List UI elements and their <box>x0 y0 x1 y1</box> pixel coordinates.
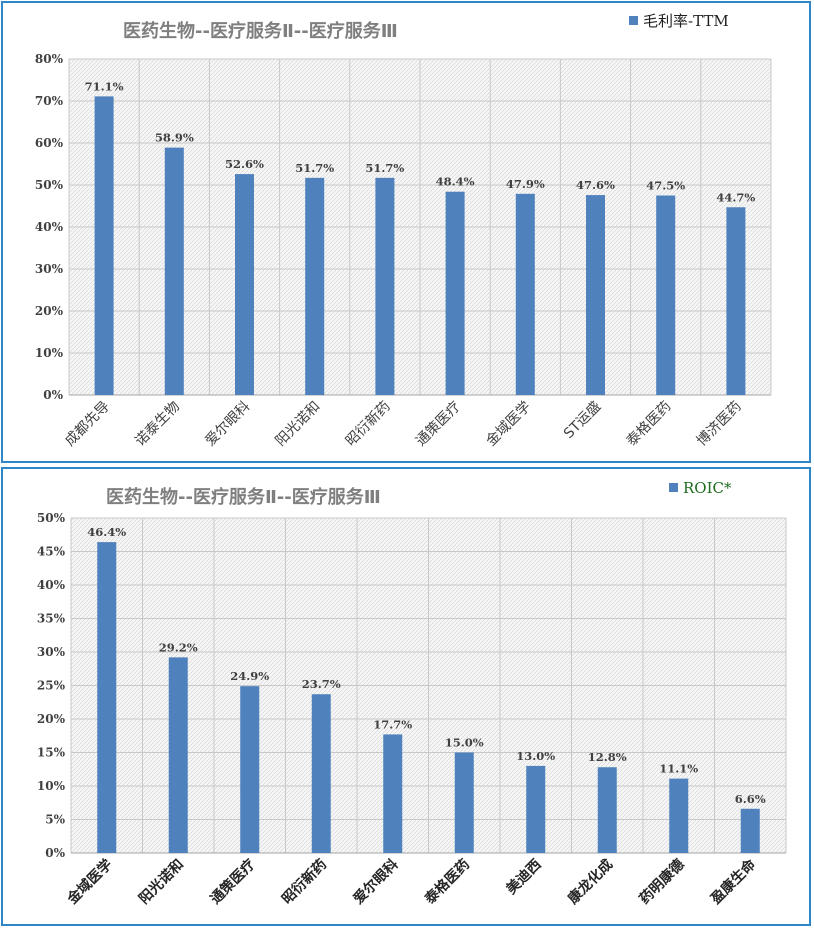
chart-2-category-label: 阳光诺和 <box>135 856 187 908</box>
chart-1-y-tick-label: 40% <box>35 220 64 234</box>
chart-2-data-label: 12.8% <box>588 750 627 764</box>
chart-1-category-label: 通策医疗 <box>412 398 464 450</box>
chart-2-data-label: 24.9% <box>230 669 269 683</box>
chart-1-category-label: 诺泰生物 <box>132 399 183 450</box>
chart-2-y-tick-label: 5% <box>45 813 65 827</box>
chart-2-bar <box>240 686 260 853</box>
chart-1-bar <box>586 195 605 395</box>
chart-1-category-label: 昭衍新药 <box>343 399 394 450</box>
chart-1-data-label: 47.6% <box>576 178 615 192</box>
chart-2-data-label: 29.2% <box>159 640 198 654</box>
chart-1-bar <box>515 193 535 395</box>
chart-2-data-label: 6.6% <box>735 792 766 806</box>
chart-2-category-label: 药明康德 <box>636 856 688 908</box>
chart-2-y-tick-label: 50% <box>37 511 66 525</box>
chart-2-bar <box>740 808 760 853</box>
chart-1-bar <box>235 174 254 395</box>
chart-2-bar <box>383 734 403 853</box>
chart-2-category-label: 盈康生命 <box>707 855 760 908</box>
chart-1-y-tick-label: 80% <box>35 52 64 66</box>
chart-1-category-label: 博济医药 <box>693 398 745 450</box>
chart-2-bar <box>168 657 188 853</box>
chart-1-y-tick-label: 70% <box>35 94 64 108</box>
chart-1-category-label: 成都先导 <box>62 399 113 450</box>
chart-1-data-label: 47.9% <box>506 177 545 191</box>
chart-1-data-label: 52.6% <box>225 157 264 171</box>
chart-1-y-tick-label: 50% <box>35 178 64 192</box>
chart-1-bar <box>445 191 465 395</box>
chart-1-data-label: 71.1% <box>85 79 124 93</box>
chart-1-y-tick-label: 10% <box>35 346 64 360</box>
chart-1-bar <box>94 96 114 395</box>
chart-2-data-label: 46.4% <box>87 525 126 539</box>
chart-2-category-label: 泰格医药 <box>421 856 473 908</box>
chart-1-data-label: 48.4% <box>436 175 475 189</box>
chart-1-y-tick-label: 60% <box>35 136 64 150</box>
chart-2-category-label: 爱尔眼科 <box>350 856 402 908</box>
chart-2-category-label: 美迪西 <box>503 856 545 898</box>
chart-2-y-tick-label: 15% <box>37 746 66 760</box>
chart-1-data-label: 47.5% <box>646 179 685 193</box>
roic-chart: 医药生物--医疗服务Ⅱ--医疗服务Ⅲ ROIC* 0% 5% 10% 15% 20% 25% 3… <box>37 479 787 908</box>
chart-2-bar <box>311 694 331 853</box>
chart-2-bar <box>669 778 689 853</box>
chart-2-y-tick-label: 10% <box>37 779 66 793</box>
chart-2-bar <box>454 752 474 853</box>
chart-1-title: 医药生物--医疗服务Ⅱ--医疗服务Ⅲ <box>123 20 398 42</box>
chart-1-y-tick-label: 0% <box>43 388 63 402</box>
chart-1-category-label: ST运盛 <box>561 399 604 442</box>
chart-2-data-label: 15.0% <box>445 736 484 750</box>
chart-2-category-label: 金域医学 <box>63 856 115 908</box>
chart-1-data-label: 44.7% <box>716 190 755 204</box>
chart-2-y-tick-label: 40% <box>37 578 66 592</box>
chart-2-bar <box>597 767 617 853</box>
chart-1-bar <box>726 207 746 395</box>
chart-2-y-tick-label: 0% <box>45 846 65 860</box>
chart-1-data-label: 51.7% <box>365 161 404 175</box>
chart-1-bar <box>164 147 184 395</box>
chart-1-legend-label: 毛利率-TTM <box>643 12 729 30</box>
chart-2-data-label: 13.0% <box>516 749 555 763</box>
chart-2-y-tick-label: 30% <box>37 645 66 659</box>
chart-2-data-label: 11.1% <box>659 762 698 776</box>
chart-panel-roic: 医药生物--医疗服务Ⅱ--医疗服务Ⅲ ROIC* 0% 5% 10% 15% 20% 25% 3… <box>1 467 811 926</box>
chart-2-y-tick-label: 25% <box>37 679 66 693</box>
chart-2-title: 医药生物--医疗服务Ⅱ--医疗服务Ⅲ <box>106 486 381 508</box>
chart-1-category-label: 阳光诺和 <box>273 399 324 450</box>
chart-1-data-label: 51.7% <box>295 161 334 175</box>
chart-1-category-label: 泰格医药 <box>624 399 675 450</box>
chart-2-y-tick-label: 20% <box>37 712 66 726</box>
chart-2-category-label: 通策医疗 <box>207 856 259 908</box>
chart-1-legend-swatch <box>629 16 638 25</box>
chart-2-category-label: 昭衍新药 <box>278 856 330 908</box>
chart-1-bar <box>305 177 325 395</box>
chart-2-bar <box>97 542 117 853</box>
chart-1-bar <box>656 195 676 395</box>
chart-1-category-label: 金域医学 <box>483 399 534 450</box>
chart-2-category-label: 康龙化成 <box>564 856 616 908</box>
chart-1-y-tick-label: 20% <box>35 304 64 318</box>
chart-2-data-label: 23.7% <box>302 677 341 691</box>
gross-margin-chart: 医药生物--医疗服务Ⅱ--医疗服务Ⅲ 毛利率-TTM 0% 10% 20% 30% 40% 5… <box>35 12 772 450</box>
chart-panel-gross-margin: 医药生物--医疗服务Ⅱ--医疗服务Ⅲ 毛利率-TTM 0% 10% 20% 30% 40% 5… <box>1 1 811 463</box>
chart-2-legend-label: ROIC* <box>683 479 732 497</box>
chart-2-bar <box>526 765 546 853</box>
chart-2-data-label: 17.7% <box>373 717 412 731</box>
chart-2-y-tick-label: 45% <box>37 545 66 559</box>
chart-1-bar <box>375 177 395 395</box>
chart-1-data-label: 58.9% <box>155 131 194 145</box>
chart-1-y-tick-label: 30% <box>35 262 64 276</box>
chart-2-legend-swatch <box>669 483 678 492</box>
chart-1-category-label: 爱尔眼科 <box>202 399 253 450</box>
chart-2-y-tick-label: 35% <box>37 612 66 626</box>
